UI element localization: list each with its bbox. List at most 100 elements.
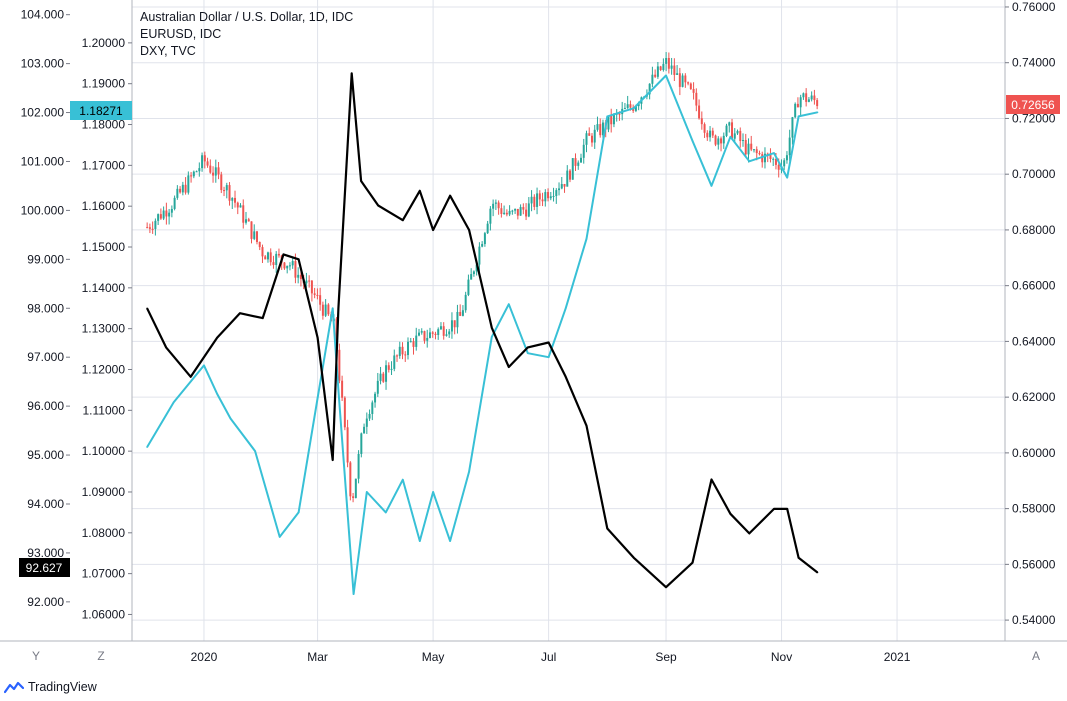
- candle-body: [236, 202, 239, 208]
- eurusd-tick-label: 1.19000: [82, 77, 126, 91]
- candle-body: [728, 122, 731, 126]
- candle-body: [731, 122, 734, 139]
- z-axis-button[interactable]: Z: [97, 649, 104, 663]
- candle-body: [744, 140, 747, 155]
- candle-body: [173, 197, 176, 209]
- series-point: [691, 561, 694, 564]
- candle-body: [165, 210, 168, 217]
- series-point: [508, 303, 510, 305]
- series-point: [773, 508, 775, 510]
- candle-body: [725, 125, 728, 136]
- series-point: [468, 229, 470, 231]
- series-point: [526, 346, 529, 349]
- candle-body: [187, 175, 190, 193]
- candle-body: [813, 95, 816, 101]
- time-axis[interactable]: 2020 Mar May Jul Sep Nov 2021: [191, 650, 911, 664]
- series-point: [331, 459, 334, 461]
- candle-body: [733, 133, 736, 139]
- candle-body: [530, 196, 533, 204]
- dxy-tick-label: 102.000: [21, 106, 65, 120]
- audusd-tick-label: 0.62000: [1012, 390, 1056, 404]
- candle-body: [346, 427, 349, 463]
- candle-body: [371, 402, 374, 414]
- audusd-tick-label: 0.74000: [1012, 56, 1056, 70]
- dxy-tick-label: 103.000: [21, 57, 65, 71]
- eurusd-tick-label: 1.20000: [82, 36, 126, 50]
- candle-body: [494, 202, 497, 204]
- footer: TradingView: [0, 672, 1067, 701]
- series-point: [491, 336, 493, 338]
- eurusd-tick-label: 1.17000: [82, 158, 126, 172]
- eurusd-tick-label: 1.16000: [82, 199, 126, 213]
- legend-title[interactable]: Australian Dollar / U.S. Dollar, 1D, IDC: [140, 10, 353, 24]
- series-point: [146, 446, 148, 448]
- candle-body: [379, 373, 382, 381]
- candle-body: [258, 241, 261, 248]
- auto-scale-button-label[interactable]: A: [1032, 649, 1040, 663]
- time-tick-label: 2021: [884, 650, 911, 664]
- candle-body: [536, 193, 539, 207]
- candle-body: [231, 197, 234, 201]
- candle-body: [558, 188, 561, 191]
- candle-body: [794, 103, 797, 118]
- candle-body: [560, 184, 563, 189]
- candle-body: [522, 207, 525, 210]
- candle-body: [434, 333, 437, 335]
- candle-body: [228, 185, 231, 201]
- candle-body: [385, 365, 388, 382]
- candle-body: [651, 74, 654, 84]
- y-axis-button-label[interactable]: Y: [32, 649, 40, 663]
- candle-body: [755, 149, 758, 154]
- series-point: [360, 180, 362, 182]
- legend-dxy[interactable]: DXY, TVC: [140, 44, 196, 58]
- auto-scale-button[interactable]: A: [1032, 649, 1040, 663]
- candle-body: [151, 228, 154, 230]
- series-point: [331, 307, 334, 310]
- candle-body: [774, 158, 777, 165]
- candle-body: [170, 208, 173, 213]
- series-point: [786, 508, 789, 510]
- legend-eurusd[interactable]: EURUSD, IDC: [140, 27, 221, 41]
- candle-body: [750, 143, 753, 150]
- candle-body: [308, 280, 311, 282]
- eurusd-tick-label: 1.18000: [82, 118, 126, 132]
- series-point: [419, 190, 421, 192]
- candle-body: [467, 279, 470, 295]
- candle-body: [327, 304, 330, 315]
- candle-body: [676, 73, 679, 75]
- candle-body: [426, 337, 429, 341]
- candle-body: [593, 129, 596, 143]
- series-point: [216, 336, 219, 339]
- time-tick-label: Mar: [307, 650, 328, 664]
- y-axis-button[interactable]: Y: [32, 649, 40, 663]
- series-point: [229, 417, 232, 420]
- candle-body: [168, 212, 171, 217]
- candle-body: [195, 171, 198, 173]
- candle-body: [618, 113, 621, 115]
- candle-body: [261, 247, 264, 257]
- candle-body: [549, 196, 552, 199]
- z-axis-button-label[interactable]: Z: [97, 649, 104, 663]
- audusd-tick-label: 0.76000: [1012, 0, 1056, 14]
- tradingview-logo[interactable]: TradingView: [4, 680, 97, 694]
- dxy-price-axis[interactable]: 104.000 103.000 102.000 101.000 100.000 99.00…: [21, 8, 70, 609]
- candle-body: [667, 57, 670, 69]
- series-point: [633, 107, 635, 109]
- series-point: [606, 527, 609, 530]
- series-point: [449, 540, 451, 542]
- audusd-last-price-badge: 0.72656: [1006, 95, 1060, 114]
- candle-body: [420, 331, 423, 333]
- candle-body: [269, 252, 272, 263]
- candle-body: [217, 167, 220, 175]
- series-point: [432, 491, 434, 493]
- candle-body: [242, 205, 245, 223]
- audusd-tick-label: 0.58000: [1012, 502, 1056, 516]
- candle-body: [514, 208, 517, 211]
- dxy-last-price-badge: 92.627: [19, 558, 70, 577]
- audusd-price-axis[interactable]: 0.76000 0.74000 0.72000 0.70000 0.68000 0.660…: [1005, 0, 1056, 627]
- candle-body: [791, 117, 794, 138]
- chart-svg[interactable]: 104.000 103.000 102.000 101.000 100.000 99.00…: [0, 0, 1067, 672]
- eurusd-price-axis[interactable]: 1.20000 1.19000 1.18000 1.17000 1.16000 1.150…: [82, 36, 132, 622]
- candle-body: [722, 135, 725, 144]
- series-point: [547, 341, 550, 344]
